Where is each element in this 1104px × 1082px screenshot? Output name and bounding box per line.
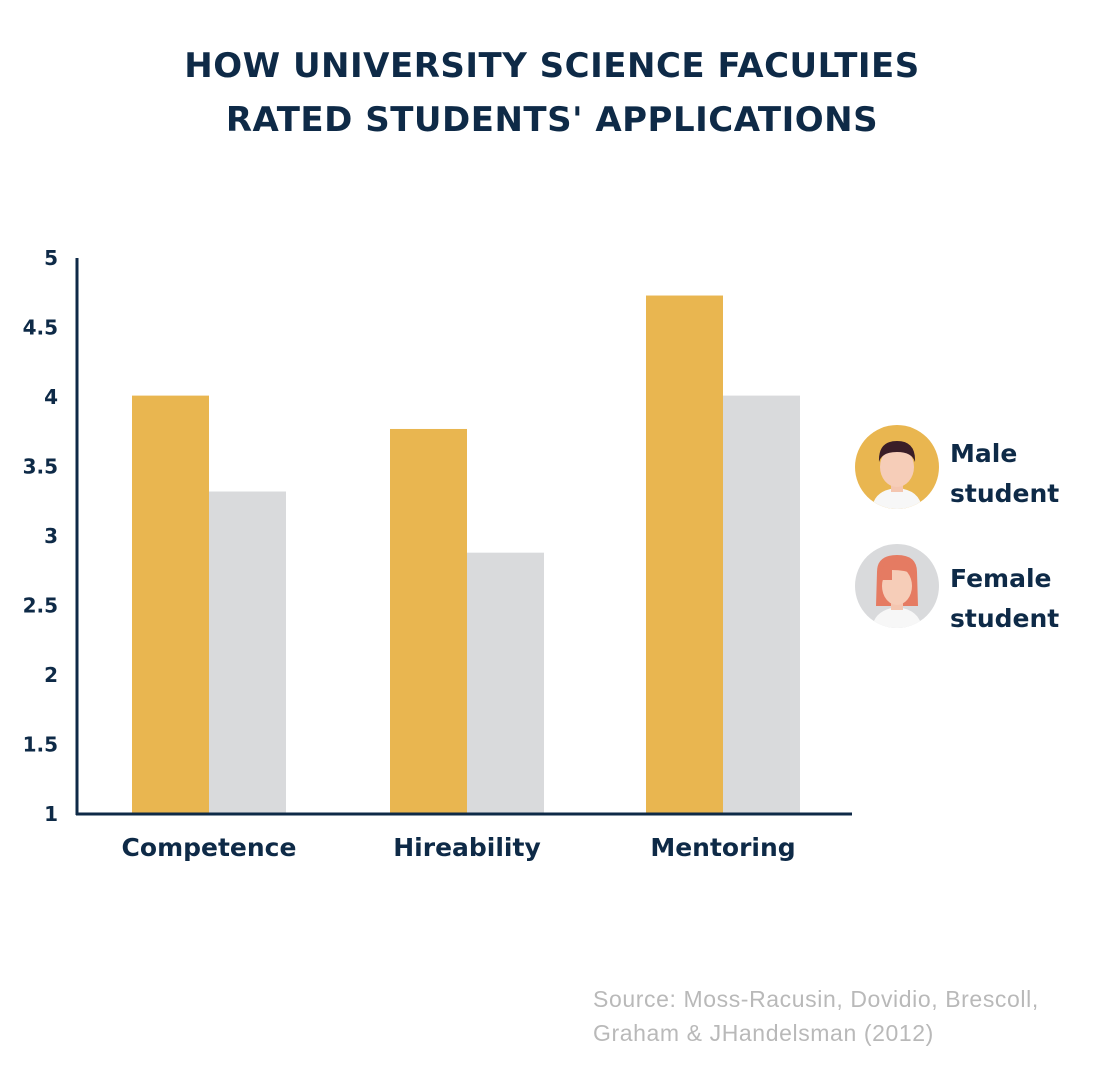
x-category-label-mentoring: Mentoring — [650, 833, 795, 862]
y-tick-label: 1 — [44, 802, 58, 826]
male-student-icon — [855, 425, 939, 509]
y-tick-label: 4 — [44, 385, 58, 409]
female-student-icon — [855, 544, 939, 628]
y-tick-label: 3 — [44, 524, 58, 548]
chart-title-line-2: RATED STUDENTS' APPLICATIONS — [225, 100, 879, 140]
source-line-1: Source: Moss-Racusin, Dovidio, Brescoll, — [593, 986, 1039, 1012]
bars-group — [132, 295, 800, 814]
bar-mentoring-female — [723, 395, 800, 814]
legend-item-male: Male student — [855, 425, 1059, 509]
bar-mentoring-male — [646, 295, 723, 814]
bar-hireability-male — [390, 428, 467, 814]
y-tick-label: 4.5 — [23, 316, 58, 340]
x-category-label-hireability: Hireability — [393, 833, 541, 862]
x-category-labels: Competence Hireability Mentoring — [122, 833, 796, 862]
bar-competence-male — [132, 395, 209, 814]
bar-competence-female — [209, 491, 286, 814]
y-tick-labels: 1 1.5 2 2.5 3 3.5 4 4.5 5 — [23, 246, 58, 826]
legend-item-female: Female student — [855, 544, 1059, 633]
y-tick-label: 2.5 — [23, 594, 58, 618]
legend-male-line-1: Male — [950, 439, 1017, 468]
bar-hireability-female — [467, 552, 544, 814]
legend-female-line-2: student — [950, 604, 1059, 633]
y-tick-label: 1.5 — [23, 733, 58, 757]
legend-female-line-1: Female — [950, 564, 1051, 593]
source-note: Source: Moss-Racusin, Dovidio, Brescoll,… — [593, 982, 1083, 1050]
y-tick-label: 2 — [44, 663, 58, 687]
y-tick-label: 3.5 — [23, 455, 58, 479]
chart-title-line-1: HOW UNIVERSITY SCIENCE FACULTIES — [184, 46, 920, 86]
source-line-2: Graham & JHandelsman (2012) — [593, 1020, 934, 1046]
legend-male-line-2: student — [950, 479, 1059, 508]
x-category-label-competence: Competence — [122, 833, 297, 862]
y-tick-label: 5 — [44, 246, 58, 270]
